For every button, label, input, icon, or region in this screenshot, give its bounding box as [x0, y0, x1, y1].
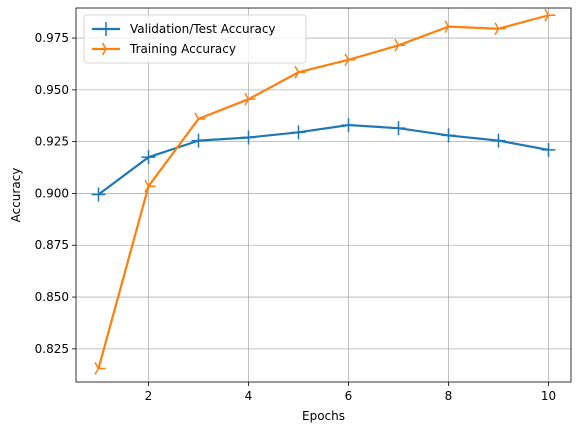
data-point-marker — [444, 20, 456, 34]
legend: Validation/Test Accuracy Training Accurac… — [83, 14, 307, 64]
legend-marker — [99, 22, 113, 36]
x-axis-label: Epochs — [302, 409, 345, 423]
y-tick-label: 0.850 — [35, 290, 69, 304]
data-point-marker — [141, 150, 156, 165]
y-tick-label: 0.875 — [35, 238, 69, 252]
data-point-marker — [394, 38, 406, 52]
y-axis-label: Accuracy — [9, 168, 23, 223]
data-point-marker — [144, 179, 156, 193]
series-layer — [91, 8, 556, 375]
y-tick-label: 0.925 — [35, 135, 69, 149]
data-point-marker — [294, 65, 306, 79]
data-point-marker — [544, 8, 556, 22]
plot-frame — [75, 7, 572, 383]
data-point-marker — [241, 130, 256, 145]
y-tick-label: 0.825 — [35, 342, 69, 356]
x-tick-label: 4 — [245, 389, 253, 403]
data-point-marker — [191, 133, 206, 148]
grid-lines — [76, 8, 571, 382]
data-point-marker — [541, 142, 556, 157]
series-2 — [94, 8, 556, 375]
data-point-marker — [344, 53, 356, 67]
series-line — [97, 14, 549, 369]
data-point-marker — [94, 362, 106, 375]
y-tick-label: 0.900 — [35, 186, 69, 200]
legend-item: Training Accuracy — [92, 42, 236, 56]
data-point-marker — [491, 133, 506, 148]
x-tick-label: 8 — [445, 389, 453, 403]
data-point-marker — [244, 92, 256, 106]
legend-label: Training Accuracy — [129, 42, 236, 56]
data-point-marker — [91, 187, 106, 202]
data-point-marker — [291, 125, 306, 140]
axis-ticks: 2 4 6 8 10 0.825 0.850 0.875 0.900 0.925 0.950 0.97… — [35, 31, 557, 403]
legend-label: Validation/Test Accuracy — [130, 22, 276, 36]
data-point-marker — [194, 112, 206, 126]
data-point-marker — [441, 128, 456, 143]
legend-box — [83, 14, 307, 64]
x-tick-label: 10 — [541, 389, 556, 403]
data-point-marker — [391, 121, 406, 136]
data-point-marker — [494, 22, 506, 36]
legend-marker — [101, 42, 113, 56]
legend-item: Validation/Test Accuracy — [92, 22, 276, 36]
x-tick-label: 2 — [145, 389, 153, 403]
y-tick-label: 0.950 — [35, 83, 69, 97]
y-tick-label: 0.975 — [35, 31, 69, 45]
x-tick-label: 6 — [345, 389, 353, 403]
series-1 — [91, 118, 556, 202]
series-line — [97, 123, 549, 196]
data-point-marker — [341, 118, 356, 133]
